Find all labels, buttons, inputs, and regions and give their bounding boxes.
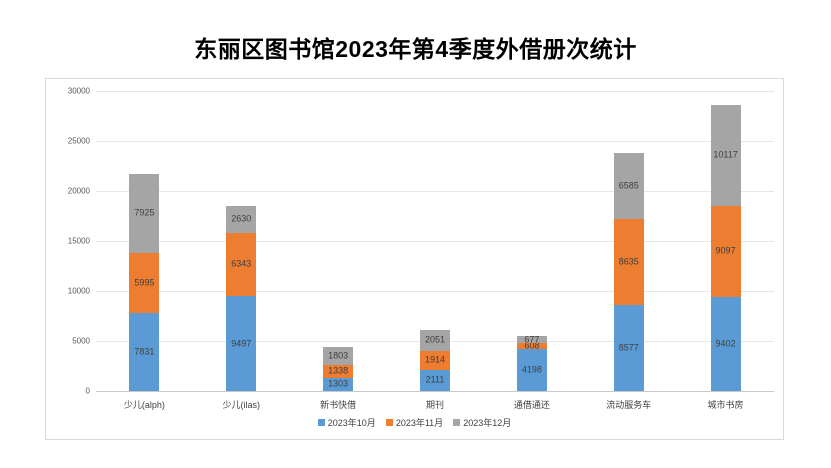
bar-segment [420,350,450,370]
gridline [96,91,774,92]
x-axis-category-label: 城市书房 [707,400,744,410]
x-axis-category-label: 少儿(ilas) [222,400,261,410]
data-label: 8635 [618,256,639,267]
legend-swatch-icon [385,419,393,426]
data-label: 1338 [328,365,349,376]
legend-swatch-icon [453,419,461,426]
bar-segment [323,346,354,365]
bar-segment [613,153,644,219]
data-label: 8577 [618,342,639,353]
bar-segment [323,377,354,391]
plot-area: 0 5000 10000 15000 20000 25000 30000 7831 5995 79… [68,87,774,410]
bar-segment [226,206,257,233]
x-axis-category-label: 期刊 [425,400,445,410]
data-label: 1803 [328,350,349,361]
bar-segment [516,349,547,391]
data-label: 9497 [231,338,252,348]
y-tick-label: 30000 [67,86,90,96]
legend-label: 2023年10月 [327,418,376,428]
legend-item: 2023年10月 [317,416,376,429]
data-label: 2051 [424,334,446,345]
legend-item: 2023年11月 [385,416,444,429]
bar-segment [129,252,160,313]
data-label: 4198 [521,364,542,375]
bar-segment [129,173,160,253]
data-label: 677 [524,334,540,345]
bar-segment [710,104,741,207]
bar-segment [710,296,741,391]
bar-segment [613,218,644,306]
bar-segment [420,369,450,391]
data-label: 7831 [134,346,155,357]
data-label: 608 [524,340,540,351]
data-label: 5995 [134,277,155,288]
gridline [96,241,774,242]
bar-segment [226,296,257,391]
bar-segment [613,305,644,391]
bar-segment [323,364,354,378]
legend-item: 2023年12月 [453,416,511,429]
data-label: 10117 [713,149,738,160]
bar-segment [226,232,257,297]
bar-segment [129,312,160,391]
bar-segment [420,330,450,351]
gridline [96,141,774,142]
data-label: 9097 [715,245,736,256]
data-label: 2111 [425,374,445,385]
y-tick-label: 0 [85,386,90,396]
data-label: 1914 [424,354,446,365]
y-tick-label: 20000 [67,186,90,196]
y-tick-label: 10000 [67,286,90,296]
legend-label: 2023年11月 [395,418,444,428]
gridline [96,191,774,192]
data-label: 9402 [715,338,736,349]
data-label: 2630 [231,213,252,224]
chart-card: 0 5000 10000 15000 20000 25000 30000 7831 5995 79… [45,78,784,440]
data-label: 7925 [134,207,155,218]
data-label: 1303 [328,378,349,389]
data-label: 6343 [231,258,252,269]
x-axis-category-label: 少儿(alph) [123,400,165,410]
bar-segment [516,336,547,343]
gridline [96,291,774,292]
bar-segment [710,206,741,297]
bar-segment [516,342,547,350]
legend-swatch-icon [317,419,325,426]
chart-legend: 2023年10月 2023年11月 2023年12月 [46,416,783,429]
y-tick-label: 15000 [67,236,90,246]
data-label: 6585 [618,180,639,191]
x-axis-category-label: 流动服务车 [606,400,652,410]
x-axis-line [96,391,774,392]
x-axis-category-label: 通借通还 [513,400,550,410]
y-tick-label: 25000 [67,136,90,146]
chart-title: 东丽区图书馆2023年第4季度外借册次统计 [194,36,637,62]
x-axis-category-label: 新书快借 [320,400,357,410]
legend-label: 2023年12月 [463,418,512,428]
y-tick-label: 5000 [72,336,90,346]
